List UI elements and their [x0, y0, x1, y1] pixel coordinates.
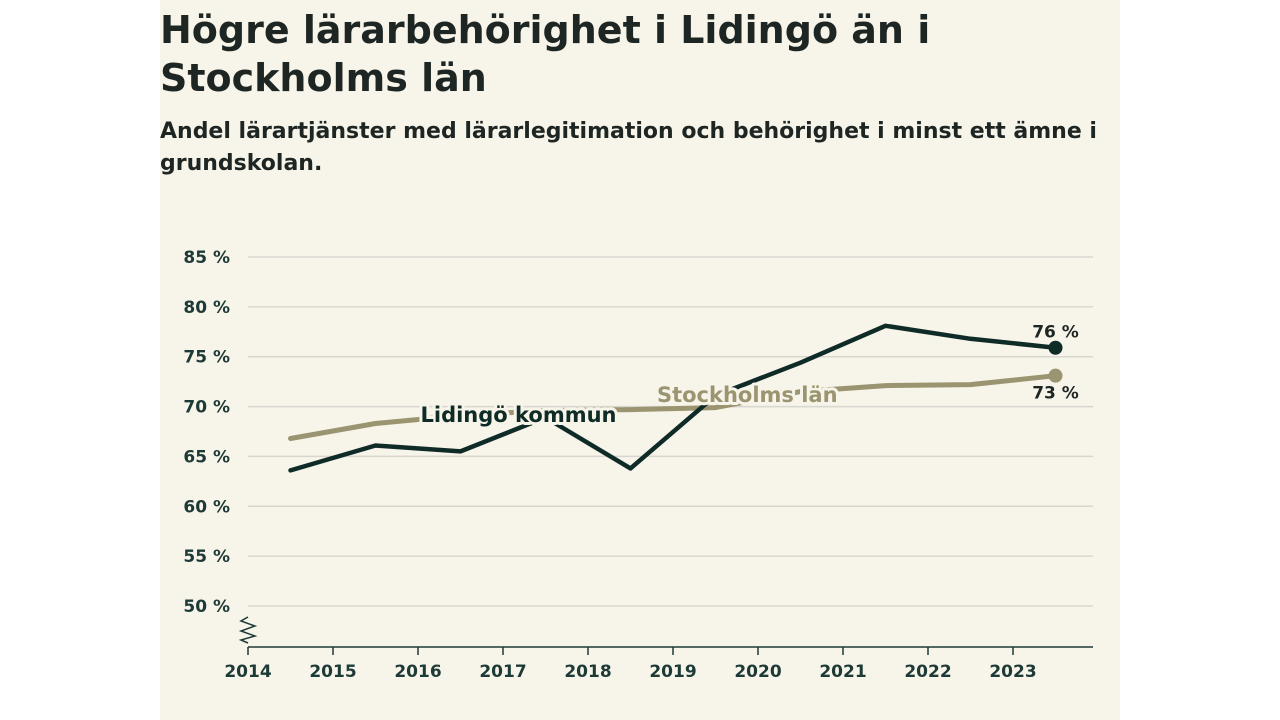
- y-tick-label: 50 %: [183, 597, 230, 617]
- end-point-lidingo-kommun: [1048, 340, 1063, 355]
- x-tick-label: 2014: [224, 662, 271, 682]
- series-label-lidingo-kommun: Lidingö kommun: [420, 403, 616, 427]
- x-tick-label: 2015: [309, 662, 356, 682]
- y-tick-label: 65 %: [183, 447, 230, 467]
- series-line-lidingo-kommun: [288, 323, 1058, 473]
- y-tick-label: 70 %: [183, 398, 230, 418]
- y-axis-ticks: 50 % 55 % 60 % 65 % 70 % 75 % 80 % 85 %: [183, 248, 230, 617]
- x-axis: 2014 2015 2016 2017 2018 2019 2020 2021 2022 2023: [224, 616, 1093, 682]
- y-tick-label: 75 %: [183, 348, 230, 368]
- x-tick-label: 2020: [734, 662, 781, 682]
- axis-break-icon: [238, 616, 258, 644]
- x-tick-label: 2017: [479, 662, 526, 682]
- end-label-stockholms-lan: 73 %: [1032, 384, 1079, 404]
- x-tick-label: 2022: [904, 662, 951, 682]
- y-tick-label: 85 %: [183, 248, 230, 268]
- end-label-lidingo-kommun: 76 %: [1032, 323, 1079, 343]
- series-labels: 73 % 76 % Stockholms län Lidingö kommun: [417, 323, 1079, 430]
- x-tick-label: 2016: [394, 662, 441, 682]
- series-label-stockholms-lan: Stockholms län: [657, 383, 838, 407]
- y-tick-label: 60 %: [183, 497, 230, 517]
- x-tick-label: 2021: [819, 662, 866, 682]
- y-tick-label: 55 %: [183, 547, 230, 567]
- line-chart: 50 %55 %60 %65 %70 %75 %80 %85 % 2014 201…: [183, 248, 1093, 682]
- chart-panel: Högre lärarbehörighet i Lidingö än i Sto…: [160, 0, 1120, 720]
- chart-subtitle: Andel lärartjänster med lärarlegitimatio…: [160, 119, 1097, 176]
- end-point-stockholms-lan: [1048, 368, 1063, 383]
- series-line-stockholms-lan: [288, 373, 1058, 441]
- x-tick-label: 2019: [649, 662, 696, 682]
- series-lines: [288, 323, 1063, 473]
- x-tick-label: 2018: [564, 662, 611, 682]
- x-tick-label: 2023: [989, 662, 1036, 682]
- chart-title: Högre lärarbehörighet i Lidingö än i Sto…: [160, 8, 931, 100]
- y-tick-label: 80 %: [183, 298, 230, 318]
